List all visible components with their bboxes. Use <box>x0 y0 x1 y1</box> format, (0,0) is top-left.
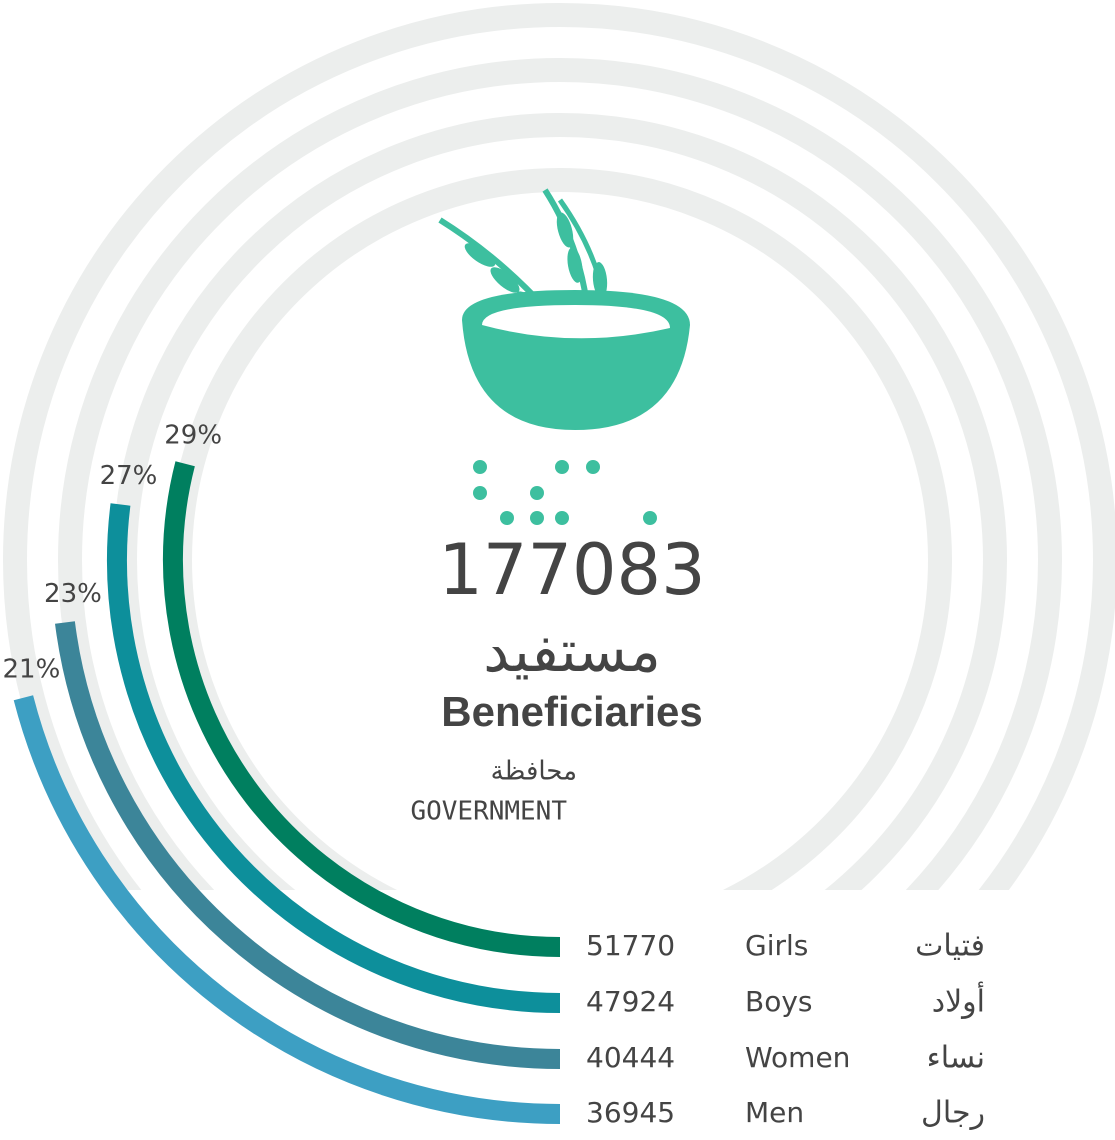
total-label: مستفيد <box>483 617 661 685</box>
wheat-bowl-icon <box>438 188 690 525</box>
ring <box>3 3 1115 890</box>
share-label: 23% <box>44 579 102 609</box>
category-ar: فتيات <box>915 929 985 964</box>
share-label: 27% <box>100 461 158 491</box>
value-label: 40444 <box>586 1041 675 1074</box>
category: Boys <box>745 985 813 1018</box>
category-ar: أولاد <box>932 981 985 1020</box>
value-label: 36945 <box>586 1096 675 1129</box>
category: Girls <box>745 929 808 962</box>
subtitle-ar: محافظة <box>491 757 577 787</box>
title: Beneficiaries <box>441 688 702 735</box>
total: 177083 <box>438 529 705 611</box>
category-ar: رجال <box>921 1096 985 1131</box>
arc <box>163 461 561 957</box>
arc <box>13 695 561 1124</box>
category-ar: نساء <box>927 1041 985 1076</box>
share-label: 21% <box>3 654 61 684</box>
share-label: 29% <box>164 420 222 450</box>
ring <box>58 58 1062 890</box>
value-label: 51770 <box>586 929 675 962</box>
category: Women <box>745 1041 850 1074</box>
arc <box>55 621 561 1069</box>
value-label: 47924 <box>586 985 675 1018</box>
subtitle: GOVERNMENT <box>410 797 567 827</box>
arc <box>107 503 561 1013</box>
category: Men <box>745 1096 804 1129</box>
